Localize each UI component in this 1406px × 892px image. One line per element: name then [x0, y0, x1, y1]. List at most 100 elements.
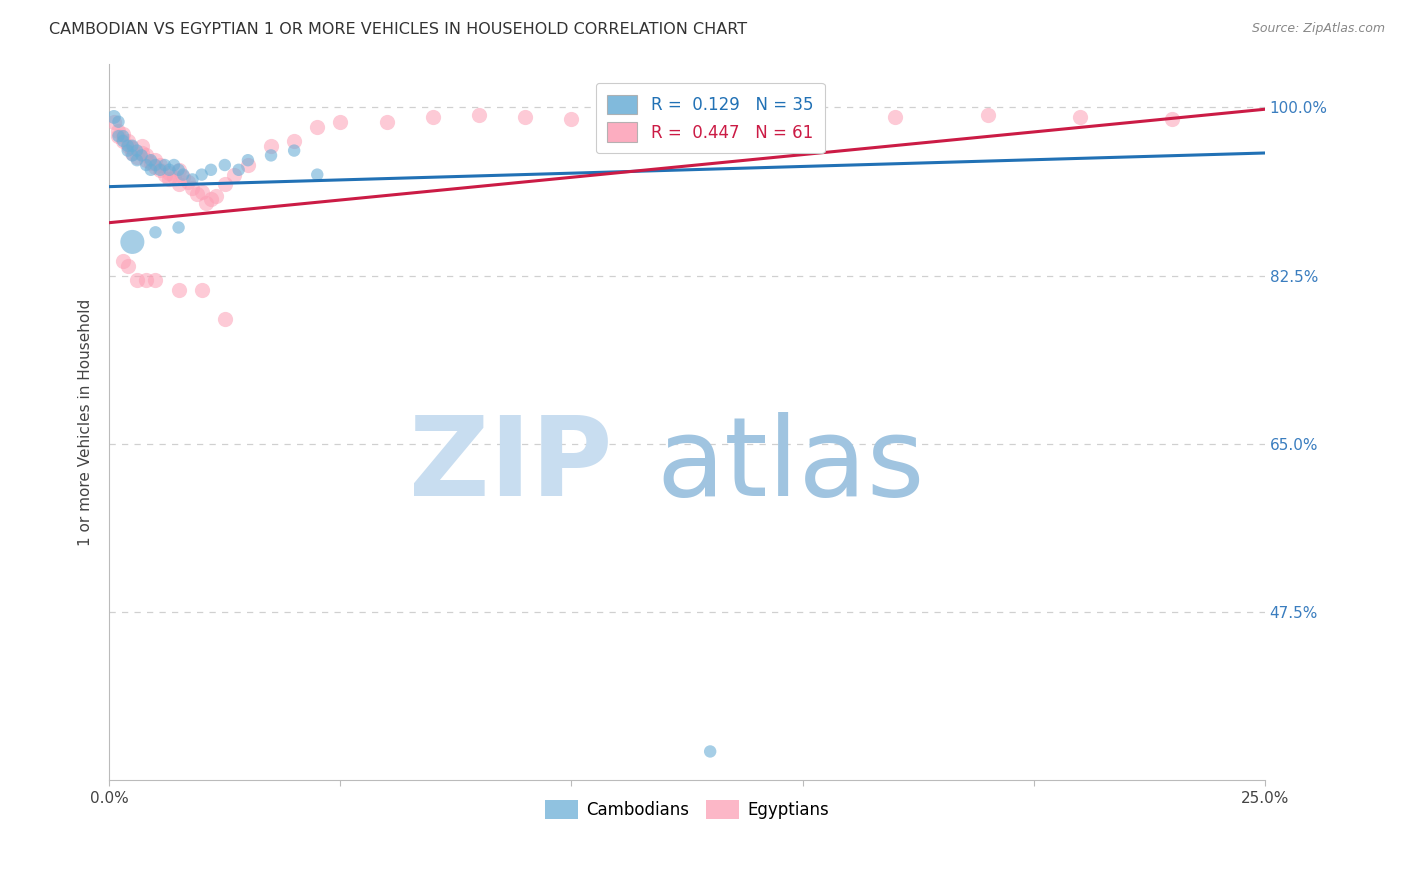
Point [884, 110, 907, 124]
Point [172, 168, 194, 182]
Point [200, 192, 222, 206]
Point [172, 169, 194, 184]
Point [107, 124, 129, 138]
Text: ZIP: ZIP [409, 411, 612, 518]
Point [307, 168, 329, 182]
Point [139, 153, 162, 168]
Point [177, 175, 200, 189]
Point [214, 178, 236, 192]
Point [186, 186, 208, 201]
Point [190, 168, 212, 182]
Point [260, 138, 283, 153]
Point [131, 148, 153, 162]
Point [107, 129, 129, 144]
Point [157, 172, 180, 186]
Point [214, 311, 236, 326]
Point [117, 134, 139, 148]
Point [153, 158, 176, 172]
Point [107, 129, 129, 144]
Point [139, 162, 162, 177]
Point [112, 134, 135, 148]
Y-axis label: 1 or more Vehicles in Household: 1 or more Vehicles in Household [79, 299, 93, 546]
Point [112, 127, 135, 141]
Point [181, 181, 204, 195]
Point [163, 158, 186, 172]
Point [560, 112, 582, 126]
Point [329, 114, 352, 128]
Point [422, 110, 444, 124]
Point [121, 235, 143, 249]
Point [145, 158, 167, 172]
Point [1161, 112, 1184, 126]
Point [468, 108, 491, 122]
Point [145, 153, 167, 168]
Point [135, 148, 157, 162]
Point [107, 114, 129, 128]
Point [112, 254, 135, 268]
Point [236, 153, 259, 168]
Point [200, 162, 222, 177]
Point [125, 144, 148, 158]
Point [1069, 110, 1091, 124]
Point [121, 141, 143, 155]
Point [195, 196, 218, 211]
Point [167, 220, 190, 235]
Point [515, 110, 537, 124]
Point [131, 146, 153, 161]
Point [145, 273, 167, 287]
Legend: Cambodians, Egyptians: Cambodians, Egyptians [538, 793, 837, 826]
Point [121, 138, 143, 153]
Point [149, 162, 172, 177]
Point [699, 744, 721, 758]
Point [125, 153, 148, 168]
Point [112, 134, 135, 148]
Point [652, 110, 675, 124]
Point [606, 114, 628, 128]
Point [214, 158, 236, 172]
Point [283, 144, 305, 158]
Point [149, 158, 172, 172]
Point [236, 158, 259, 172]
Point [792, 110, 814, 124]
Point [167, 178, 190, 192]
Point [190, 283, 212, 297]
Point [139, 156, 162, 170]
Point [125, 273, 148, 287]
Point [103, 114, 125, 128]
Point [149, 162, 172, 177]
Point [125, 150, 148, 164]
Point [117, 138, 139, 153]
Point [167, 162, 190, 177]
Text: Source: ZipAtlas.com: Source: ZipAtlas.com [1251, 22, 1385, 36]
Point [121, 148, 143, 162]
Point [699, 110, 721, 124]
Point [131, 138, 153, 153]
Text: atlas: atlas [657, 411, 925, 518]
Point [135, 273, 157, 287]
Point [117, 144, 139, 158]
Point [157, 166, 180, 180]
Point [222, 168, 245, 182]
Point [976, 108, 998, 122]
Point [112, 129, 135, 144]
Point [117, 259, 139, 273]
Point [375, 114, 398, 128]
Point [117, 138, 139, 153]
Point [167, 162, 190, 177]
Text: CAMBODIAN VS EGYPTIAN 1 OR MORE VEHICLES IN HOUSEHOLD CORRELATION CHART: CAMBODIAN VS EGYPTIAN 1 OR MORE VEHICLES… [49, 22, 748, 37]
Point [307, 120, 329, 134]
Point [103, 110, 125, 124]
Point [157, 162, 180, 177]
Point [121, 146, 143, 161]
Point [135, 158, 157, 172]
Point [145, 225, 167, 239]
Point [135, 153, 157, 168]
Point [228, 162, 250, 177]
Point [163, 169, 186, 184]
Point [153, 168, 176, 182]
Point [260, 148, 283, 162]
Point [145, 160, 167, 174]
Point [283, 134, 305, 148]
Point [181, 172, 204, 186]
Point [167, 283, 190, 297]
